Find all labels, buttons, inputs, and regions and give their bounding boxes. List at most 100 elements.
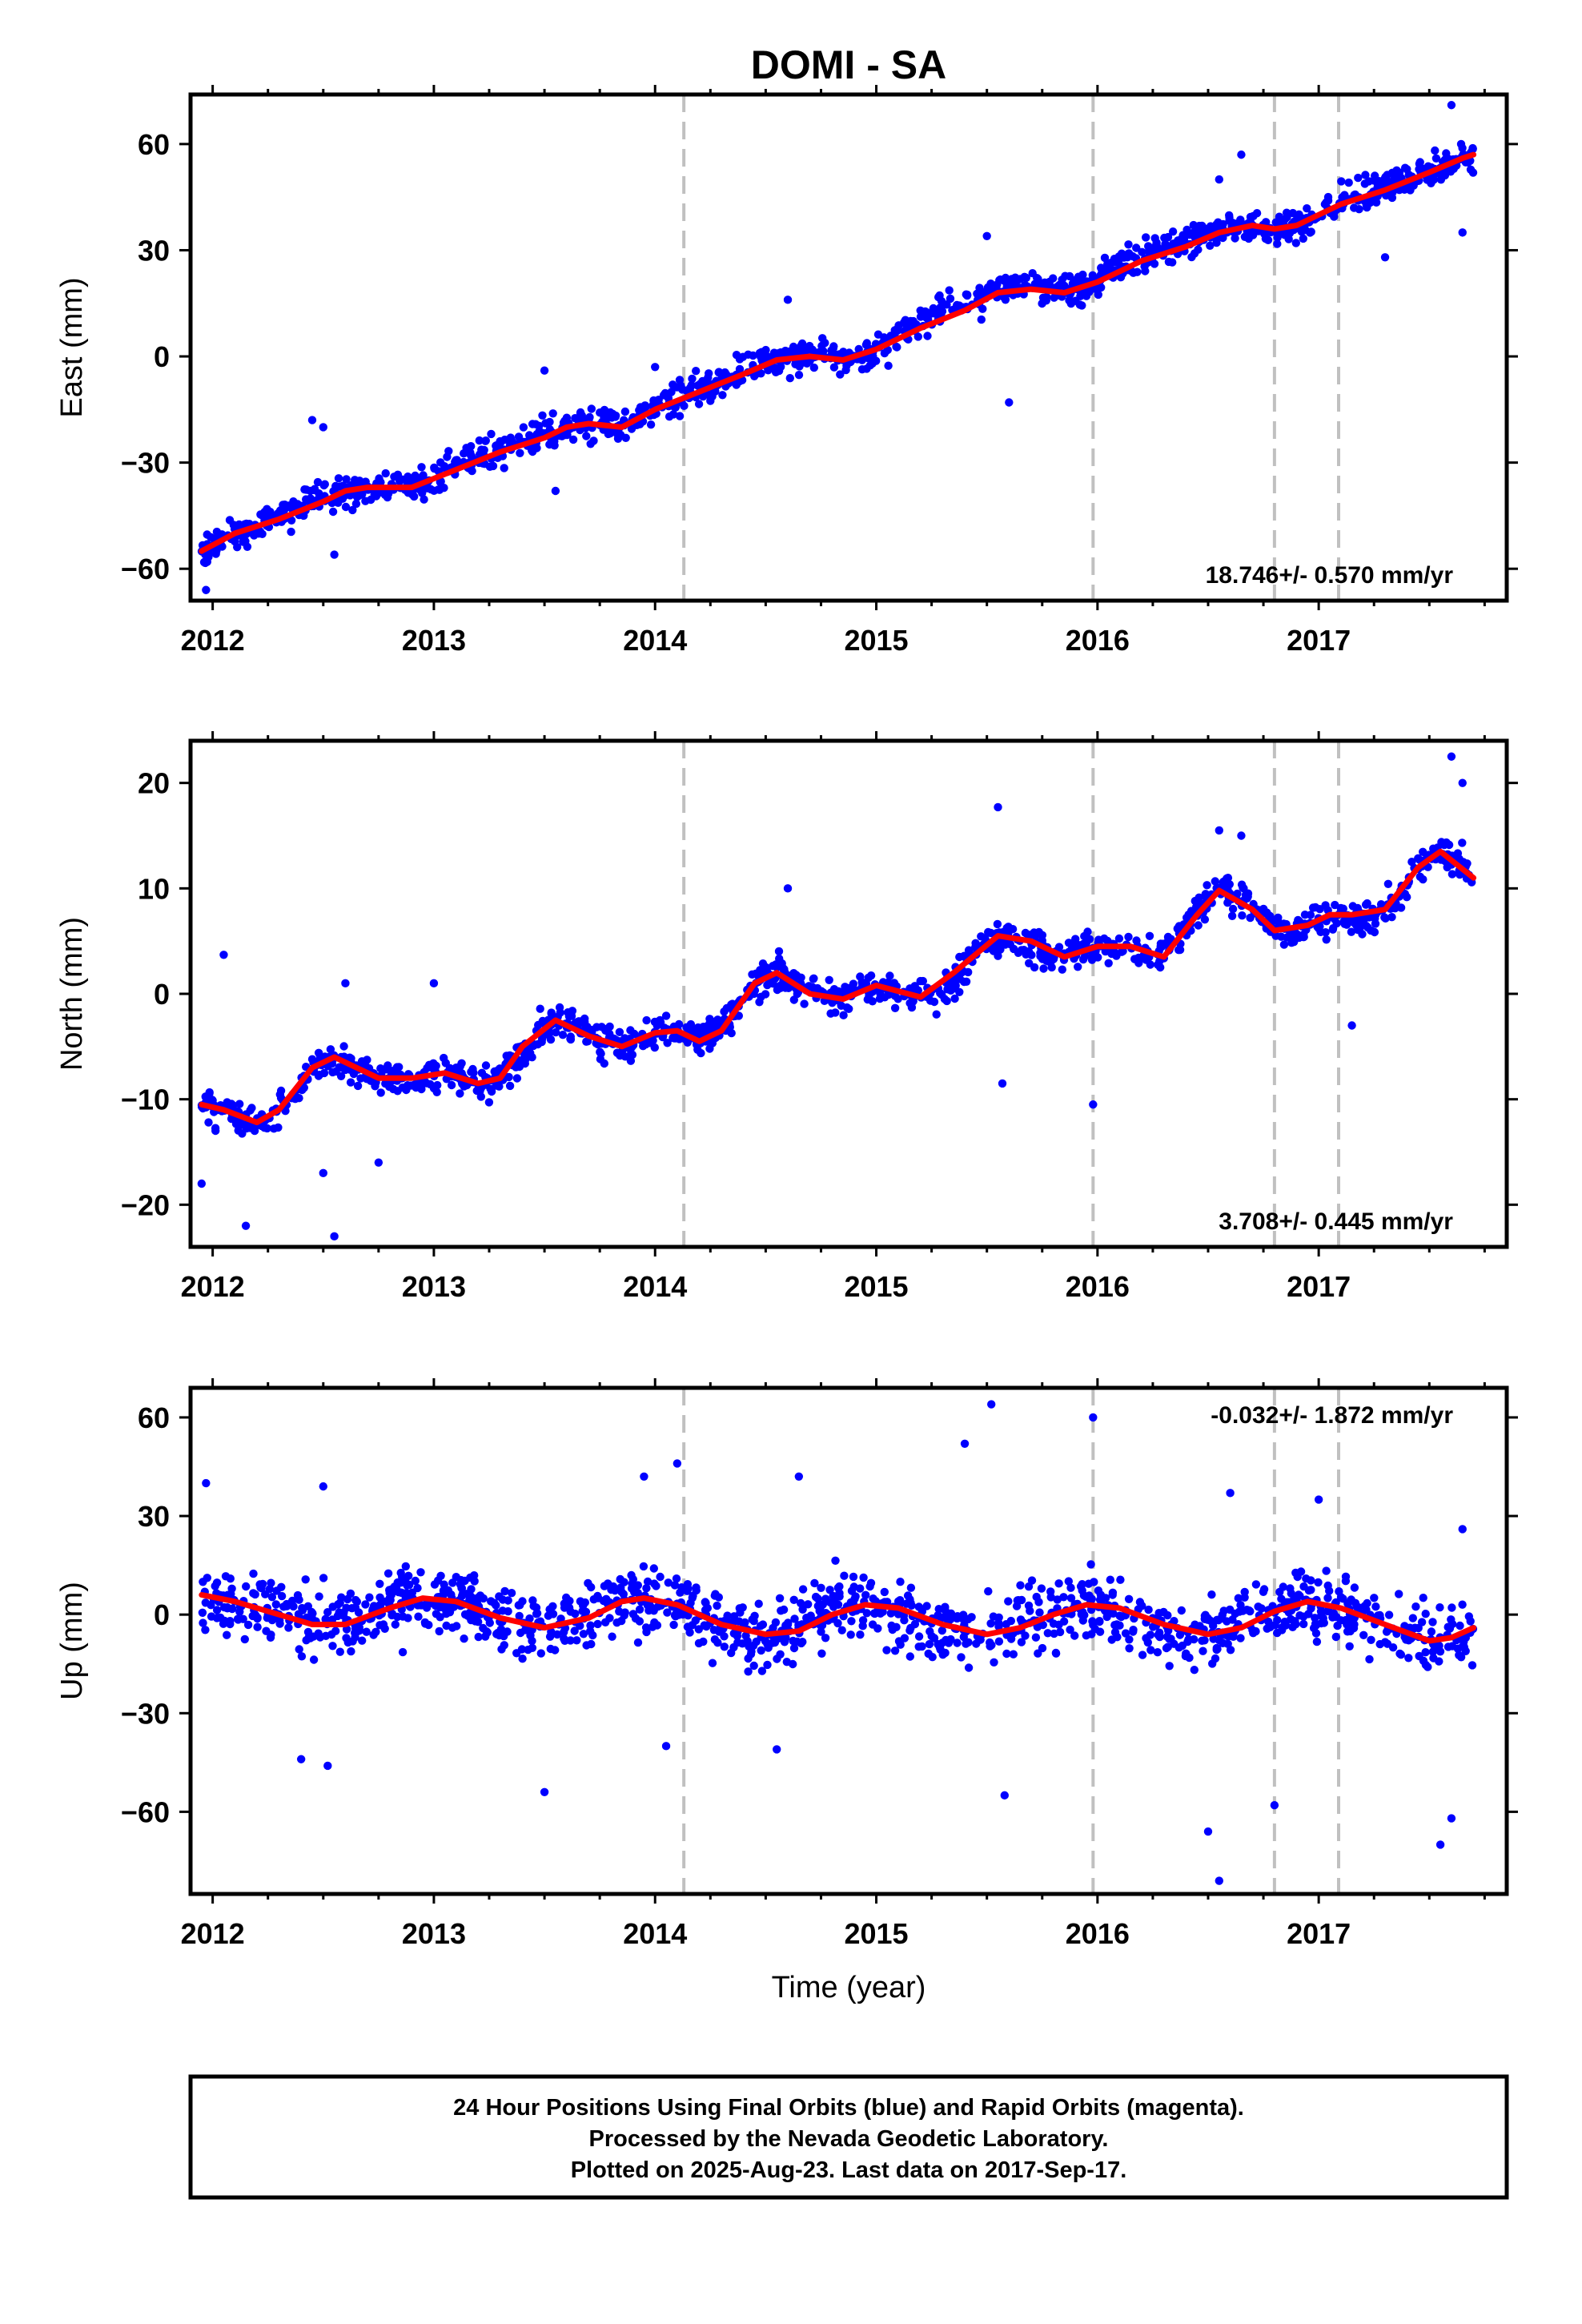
data-point: [1038, 951, 1047, 960]
data-point: [1237, 1606, 1247, 1615]
data-point: [211, 1582, 219, 1590]
data-point: [706, 396, 715, 405]
data-point: [1443, 1622, 1452, 1631]
data-point: [1030, 928, 1038, 937]
data-point: [392, 1063, 402, 1072]
data-point: [1176, 237, 1185, 247]
data-point: [1246, 212, 1255, 222]
data-point: [797, 1638, 805, 1648]
data-point: [694, 400, 704, 408]
data-point: [475, 436, 484, 445]
data-point: [484, 1098, 494, 1107]
data-point: [1262, 218, 1271, 227]
data-point: [1077, 1610, 1086, 1619]
data-point: [1107, 949, 1116, 959]
data-point: [790, 1614, 799, 1623]
data-point: [1332, 919, 1341, 928]
data-point: [308, 1609, 317, 1618]
data-point: [865, 1582, 874, 1591]
data-point: [1132, 243, 1141, 252]
data-point: [1064, 939, 1074, 947]
data-point: [1206, 241, 1215, 250]
data-point: [1165, 1662, 1174, 1671]
chart-title: DOMI - SA: [751, 42, 946, 87]
outlier-point: [319, 1482, 327, 1491]
data-point: [341, 502, 351, 512]
data-point: [528, 1643, 537, 1652]
data-point: [596, 408, 604, 417]
data-point: [1049, 274, 1058, 283]
data-point: [1051, 1648, 1061, 1658]
data-point: [946, 1634, 955, 1644]
data-point: [1134, 959, 1143, 967]
data-point: [1006, 1634, 1016, 1643]
data-point: [1236, 1634, 1245, 1642]
outlier-point: [783, 296, 793, 304]
data-point: [669, 1033, 677, 1043]
data-point: [646, 420, 656, 429]
data-point: [1363, 1598, 1371, 1608]
x-tick-label: 2012: [181, 624, 245, 657]
data-point: [1061, 271, 1070, 280]
data-point: [976, 287, 986, 296]
data-point: [1464, 1612, 1474, 1621]
data-point: [576, 1597, 585, 1606]
data-point: [841, 365, 850, 375]
data-point: [279, 501, 287, 509]
data-point: [892, 1622, 901, 1632]
y-tick-label: 0: [154, 340, 170, 373]
data-point: [953, 1612, 962, 1621]
data-point: [932, 1010, 941, 1019]
data-point: [875, 994, 885, 1003]
data-point: [642, 1015, 651, 1025]
data-point: [1031, 1633, 1041, 1642]
data-point: [429, 1084, 439, 1093]
data-point: [460, 1610, 470, 1619]
data-point: [1086, 1560, 1095, 1569]
data-point: [265, 1585, 274, 1594]
data-point: [247, 1104, 256, 1112]
data-point: [675, 412, 685, 420]
data-point: [1163, 1610, 1172, 1620]
data-point: [1141, 267, 1150, 275]
outlier-point: [319, 423, 327, 432]
data-point: [258, 529, 267, 538]
data-point: [239, 537, 247, 546]
data-point: [1227, 911, 1237, 921]
data-point: [298, 1603, 307, 1613]
data-point: [890, 1003, 900, 1013]
data-point: [1350, 1583, 1359, 1592]
data-point: [336, 1072, 346, 1081]
y-tick-label: 0: [154, 1598, 170, 1631]
outlier-point: [994, 802, 1002, 812]
data-point: [1371, 914, 1379, 923]
data-point: [677, 1583, 686, 1592]
data-point: [536, 1649, 545, 1658]
data-point: [1321, 928, 1330, 937]
data-point: [934, 292, 943, 302]
data-point: [361, 497, 370, 505]
data-point: [1300, 911, 1310, 919]
data-point: [302, 485, 311, 494]
data-point: [811, 1592, 821, 1602]
data-point: [616, 1574, 624, 1584]
data-point: [1355, 205, 1363, 214]
data-point: [1239, 884, 1248, 893]
data-point: [1042, 292, 1051, 302]
outlier-point: [319, 1168, 327, 1178]
outlier-point: [1458, 778, 1467, 787]
data-point: [474, 1632, 483, 1642]
data-point: [713, 1601, 721, 1610]
data-point: [355, 491, 364, 500]
caption-line-1: 24 Hour Positions Using Final Orbits (bl…: [453, 2095, 1244, 2121]
data-point: [1371, 171, 1379, 180]
data-point: [383, 1061, 392, 1070]
data-point: [253, 1622, 262, 1631]
data-point: [683, 1622, 693, 1631]
data-point: [1339, 917, 1348, 926]
data-point: [1360, 179, 1370, 188]
data-point: [906, 316, 915, 326]
data-point: [777, 1606, 785, 1615]
data-point: [1317, 1611, 1326, 1620]
data-point: [993, 280, 1002, 289]
